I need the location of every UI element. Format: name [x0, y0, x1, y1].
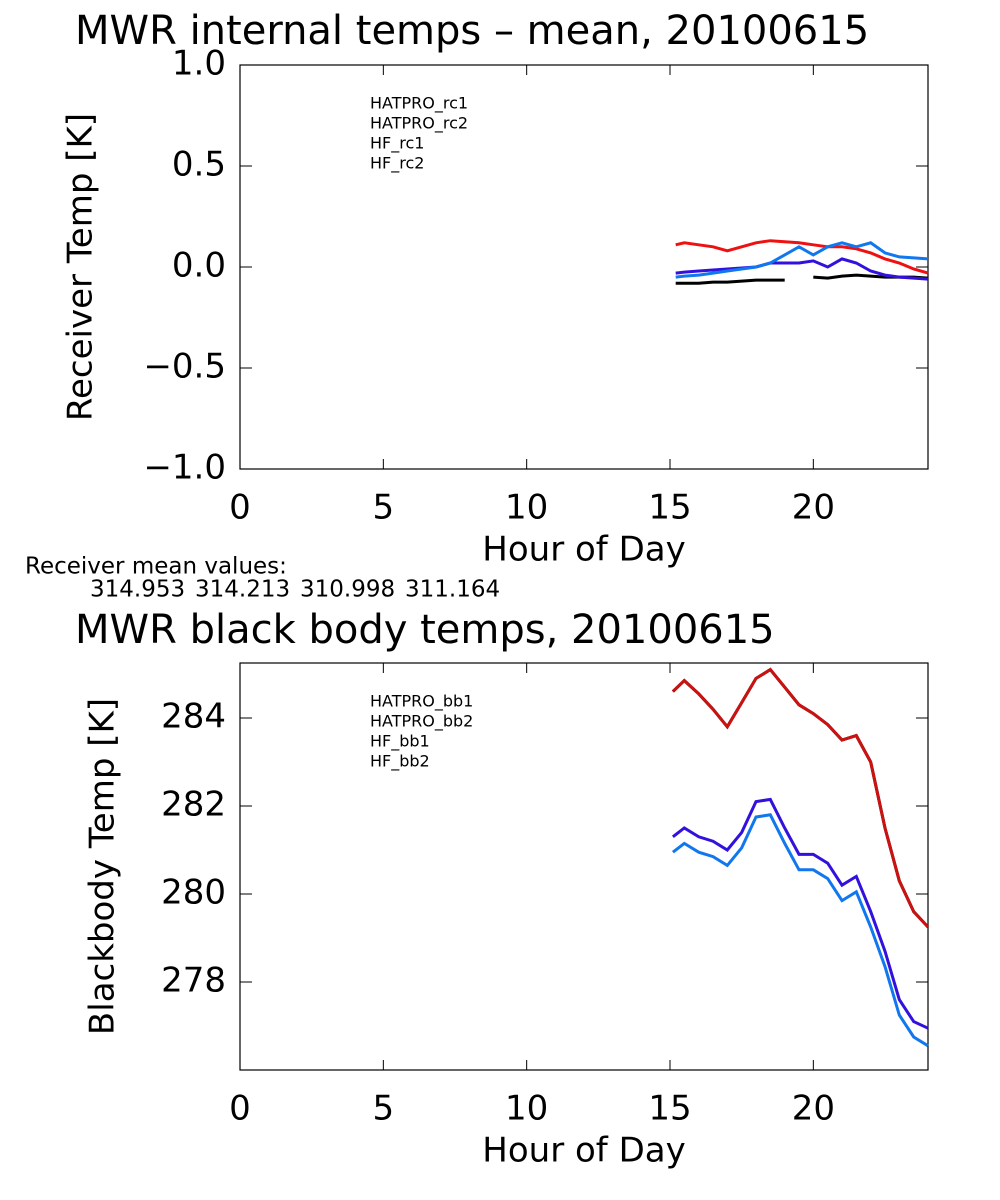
line-series: [671, 813, 929, 1048]
y-tick-label: 0.0: [172, 246, 226, 286]
x-tick-label: 5: [373, 488, 395, 528]
legend-entry: HATPRO_rc2: [370, 114, 468, 134]
y-tick-label: 280: [161, 873, 226, 913]
chart-title: MWR internal temps – mean, 20100615: [75, 8, 869, 54]
y-tick-label: −0.5: [143, 347, 226, 387]
y-tick-label: 282: [161, 785, 226, 825]
x-tick-label: 10: [505, 1089, 548, 1129]
legend-entry: HF_rc1: [370, 134, 424, 154]
line-series: [671, 667, 930, 929]
y-axis-label: Blackbody Temp [K]: [83, 698, 123, 1035]
x-tick-label: 10: [505, 488, 548, 528]
x-tick-label: 0: [229, 1089, 251, 1129]
chart-title: MWR black body temps, 20100615: [75, 607, 775, 653]
x-tick-label: 20: [792, 1089, 835, 1129]
y-tick-label: −1.0: [143, 448, 226, 488]
legend-entry: HATPRO_bb1: [370, 692, 473, 712]
plot-frame: [239, 662, 929, 1071]
annotation: Receiver mean values:: [25, 554, 287, 580]
legend-entry: HF_bb1: [370, 732, 430, 752]
legend-entry: HF_bb2: [370, 752, 430, 772]
y-axis-label: Receiver Temp [K]: [61, 113, 101, 421]
mean-value: 311.164: [405, 577, 500, 603]
x-tick-label: 5: [373, 1089, 395, 1129]
x-tick-label: 0: [229, 488, 251, 528]
x-tick-label: 15: [648, 488, 691, 528]
y-tick-label: 1.0: [172, 44, 226, 84]
line-series: [675, 241, 929, 279]
x-tick-label: 15: [648, 1089, 691, 1129]
legend-entry: HATPRO_bb2: [370, 712, 473, 732]
x-axis-label: Hour of Day: [482, 530, 685, 570]
y-tick-label: 284: [161, 697, 226, 737]
mean-value: 310.998: [300, 577, 395, 603]
line-series: [675, 257, 929, 281]
x-axis-label: Hour of Day: [482, 1131, 685, 1171]
x-tick-label: 20: [792, 488, 835, 528]
line-series: [671, 797, 929, 1030]
y-tick-label: 0.5: [172, 145, 226, 185]
mean-value: 314.953: [90, 577, 185, 603]
mean-value: 314.213: [195, 577, 290, 603]
y-tick-label: 278: [161, 961, 226, 1001]
line-series: [675, 239, 929, 275]
legend-entry: HF_rc2: [370, 154, 424, 174]
legend-entry: HATPRO_rc1: [370, 94, 468, 114]
